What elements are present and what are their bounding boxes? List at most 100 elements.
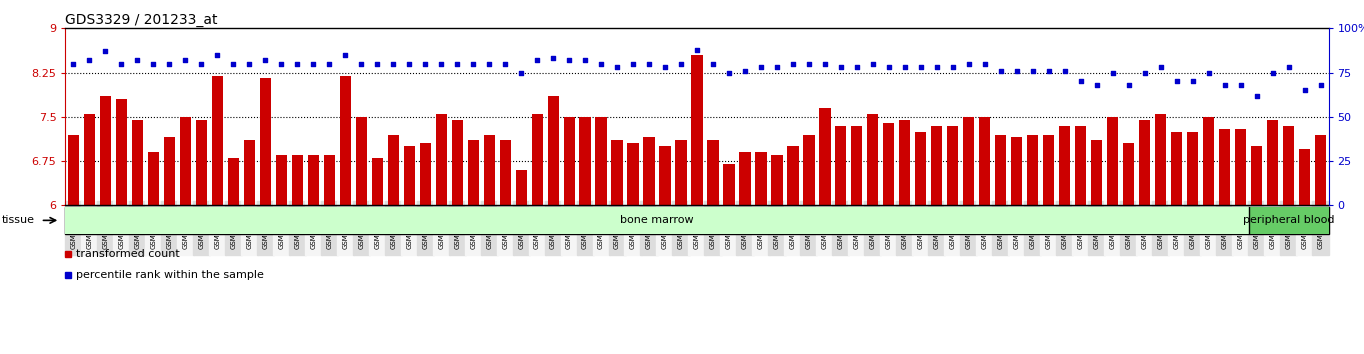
Bar <box>932 126 943 205</box>
Bar <box>276 155 286 205</box>
Bar <box>627 143 638 205</box>
Bar <box>884 123 895 205</box>
Point <box>1230 82 1252 88</box>
Text: bone marrow: bone marrow <box>621 215 694 225</box>
Bar <box>611 141 622 205</box>
Point <box>1245 93 1267 98</box>
Point <box>943 64 964 70</box>
Point <box>239 61 261 67</box>
Bar <box>563 117 574 205</box>
Bar <box>532 114 543 205</box>
Bar <box>180 117 191 205</box>
Point <box>303 61 325 67</box>
Point <box>702 61 724 67</box>
Point <box>1181 79 1203 84</box>
Point <box>462 61 484 67</box>
Bar <box>1123 143 1135 205</box>
Bar <box>196 120 207 205</box>
Point <box>846 64 868 70</box>
Point <box>1022 68 1043 74</box>
Point <box>255 57 277 63</box>
Bar <box>899 120 910 205</box>
Bar <box>1108 117 1118 205</box>
Bar <box>1058 126 1071 205</box>
Point <box>191 61 213 67</box>
Point <box>958 61 979 67</box>
Point <box>94 48 116 54</box>
Bar <box>547 96 559 205</box>
Bar <box>1203 117 1214 205</box>
Bar <box>1267 120 1278 205</box>
Bar <box>996 135 1007 205</box>
Point <box>351 61 372 67</box>
Point <box>655 64 677 70</box>
Point <box>479 61 501 67</box>
Bar <box>308 155 319 205</box>
Bar <box>739 152 750 205</box>
Bar <box>516 170 527 205</box>
Point <box>990 68 1012 74</box>
Bar <box>979 117 990 205</box>
Bar <box>1219 129 1230 205</box>
Bar <box>68 135 79 205</box>
Point <box>1214 82 1236 88</box>
Bar <box>772 155 783 205</box>
Bar <box>244 141 255 205</box>
Point <box>814 61 836 67</box>
Point <box>382 61 404 67</box>
Bar <box>211 75 222 205</box>
Point <box>798 61 820 67</box>
Point <box>270 61 292 67</box>
Point <box>286 61 308 67</box>
Point <box>1150 64 1172 70</box>
Point <box>1198 70 1219 75</box>
Point <box>558 57 580 63</box>
Point <box>862 61 884 67</box>
Bar <box>100 96 110 205</box>
Point <box>110 61 132 67</box>
Point <box>1133 70 1155 75</box>
Point <box>750 64 772 70</box>
Bar <box>947 126 959 205</box>
Bar <box>1091 141 1102 205</box>
Point <box>574 57 596 63</box>
Point <box>398 61 420 67</box>
Point <box>878 64 900 70</box>
Bar <box>116 99 127 205</box>
Text: transformed count: transformed count <box>76 249 180 259</box>
Bar <box>820 108 831 205</box>
Point <box>829 64 851 70</box>
Point <box>782 61 803 67</box>
Bar <box>1251 146 1262 205</box>
Point <box>734 68 756 74</box>
Bar <box>659 146 671 205</box>
Bar <box>675 141 686 205</box>
Bar <box>1011 137 1023 205</box>
Point <box>79 57 101 63</box>
Bar <box>803 135 814 205</box>
Point <box>1166 79 1188 84</box>
Point <box>1086 82 1108 88</box>
Text: tissue: tissue <box>1 215 34 225</box>
Point <box>175 57 196 63</box>
Point <box>1005 68 1027 74</box>
Bar <box>851 126 862 205</box>
Bar <box>468 141 479 205</box>
Bar <box>404 146 415 205</box>
Point <box>717 70 739 75</box>
Point <box>1054 68 1076 74</box>
Point <box>543 56 565 61</box>
Point <box>1262 70 1284 75</box>
Bar <box>1187 132 1198 205</box>
Point <box>367 61 389 67</box>
Bar <box>787 146 798 205</box>
Bar <box>1043 135 1054 205</box>
Bar <box>435 114 447 205</box>
Bar <box>371 158 383 205</box>
Point <box>494 61 516 67</box>
Point <box>510 70 532 75</box>
Bar <box>963 117 974 205</box>
Point <box>1038 68 1060 74</box>
Bar <box>323 155 336 205</box>
Bar <box>1315 135 1326 205</box>
